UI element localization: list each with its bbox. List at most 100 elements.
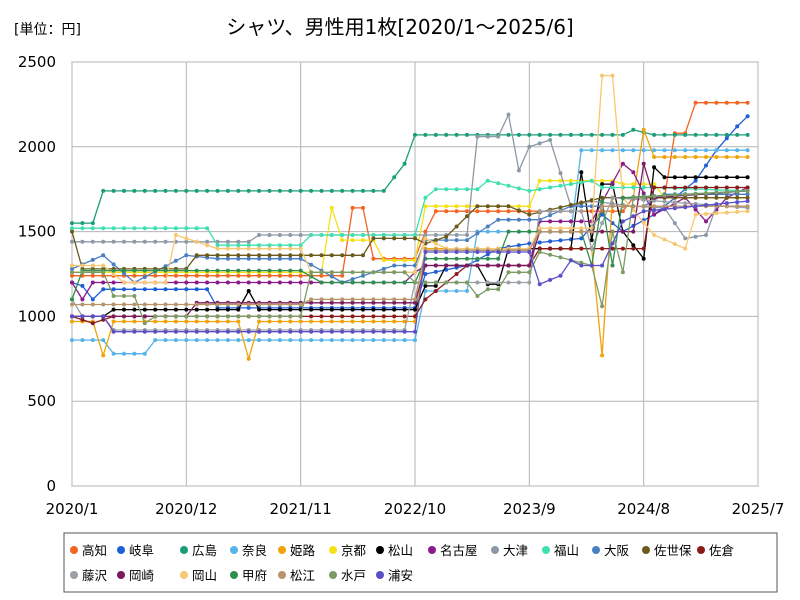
data-point <box>361 314 365 319</box>
data-point <box>80 338 85 343</box>
data-point <box>267 302 272 307</box>
data-point <box>735 204 740 209</box>
data-point <box>132 351 137 356</box>
data-point <box>652 132 657 137</box>
data-point <box>652 185 657 190</box>
data-point <box>70 302 74 307</box>
data-point <box>194 226 199 231</box>
data-point <box>641 198 646 202</box>
data-point <box>340 300 345 305</box>
data-point <box>433 263 438 268</box>
data-point <box>361 253 365 258</box>
data-point <box>381 300 386 305</box>
legend-marker <box>491 546 499 554</box>
data-point <box>163 268 168 273</box>
data-point <box>444 187 449 192</box>
legend-label: 松江 <box>290 568 315 583</box>
data-point <box>527 188 532 193</box>
data-point <box>381 297 386 302</box>
data-point <box>381 188 386 193</box>
data-point <box>142 351 147 356</box>
data-point <box>610 185 615 190</box>
data-point <box>225 239 230 244</box>
data-point <box>423 204 428 209</box>
data-point <box>90 338 95 343</box>
data-point <box>454 250 459 254</box>
data-point <box>537 209 542 214</box>
data-point <box>70 319 74 324</box>
legend-marker <box>428 546 436 554</box>
data-point <box>184 253 189 258</box>
data-point <box>413 314 417 319</box>
data-point <box>381 258 386 263</box>
chart-title: シャツ、男性用1枚[2020/1～2025/6] <box>226 15 573 39</box>
data-point <box>683 192 688 197</box>
data-point <box>236 338 241 343</box>
data-point <box>163 226 168 231</box>
legend-item: 浦安 <box>376 568 413 583</box>
data-point <box>683 185 688 190</box>
data-point <box>236 319 241 324</box>
data-point <box>631 185 636 190</box>
data-point <box>215 307 220 312</box>
data-point <box>111 329 116 334</box>
data-point <box>225 302 230 307</box>
data-point <box>641 148 646 153</box>
data-point <box>454 256 459 261</box>
legend-label: 姫路 <box>290 543 316 558</box>
data-point <box>184 236 189 241</box>
legend-item: 姫路 <box>278 543 316 558</box>
data-point <box>298 256 303 261</box>
data-point <box>267 243 272 248</box>
data-point <box>142 302 147 307</box>
data-point <box>475 256 480 261</box>
data-point <box>516 263 521 268</box>
data-point <box>257 233 262 237</box>
data-point <box>610 229 615 234</box>
data-point <box>558 238 563 243</box>
data-point <box>298 253 303 258</box>
legend-label: 奈良 <box>242 543 267 558</box>
data-point <box>631 127 636 132</box>
data-point <box>568 246 573 251</box>
data-point <box>579 204 584 209</box>
data-point <box>600 221 605 226</box>
data-point <box>225 280 230 285</box>
x-tick-label: 2022/10 <box>384 500 446 518</box>
data-point <box>257 246 262 251</box>
data-point <box>225 246 230 251</box>
data-point <box>693 178 698 183</box>
data-point <box>537 132 542 137</box>
data-point <box>194 302 199 307</box>
data-point <box>371 256 376 261</box>
data-point <box>485 224 490 229</box>
data-point <box>163 280 168 285</box>
data-point <box>184 188 189 193</box>
data-point <box>267 314 272 319</box>
data-point <box>392 280 397 285</box>
data-point <box>579 170 584 175</box>
data-point <box>558 255 563 260</box>
data-point <box>745 100 750 105</box>
data-point <box>361 300 365 305</box>
data-point <box>745 192 750 197</box>
data-point <box>475 250 480 254</box>
data-point <box>122 319 126 324</box>
data-point <box>381 233 386 237</box>
data-point <box>194 268 199 273</box>
data-point <box>309 270 314 275</box>
data-point <box>475 231 480 236</box>
data-point <box>350 188 355 193</box>
data-point <box>381 319 386 324</box>
data-point <box>433 256 438 261</box>
data-point <box>506 217 511 222</box>
data-point <box>184 280 189 285</box>
data-point <box>402 300 407 305</box>
data-point <box>309 262 314 267</box>
data-point <box>745 132 750 137</box>
y-tick-label: 0 <box>46 477 56 495</box>
data-point <box>662 185 667 190</box>
data-point <box>309 188 314 193</box>
data-point <box>402 258 407 263</box>
data-point <box>465 132 469 137</box>
